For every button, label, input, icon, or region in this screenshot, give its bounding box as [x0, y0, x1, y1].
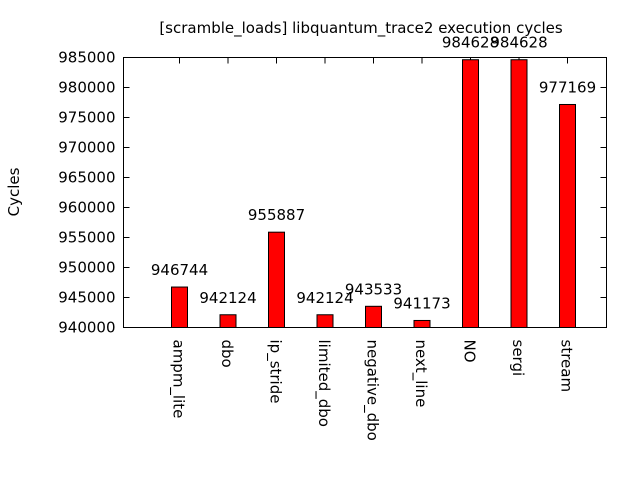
y-tick-label: 985000: [58, 49, 115, 67]
x-category-label: sergi: [509, 340, 527, 377]
x-category-label: dbo: [218, 340, 236, 368]
x-category-label: ampm_lite: [169, 340, 188, 419]
bar-ip_stride: [268, 231, 285, 328]
bar-value-label: 942124: [199, 289, 256, 307]
y-tick-label: 970000: [58, 139, 115, 157]
bar-value-label: 984628: [490, 34, 547, 52]
x-category-label: ip_stride: [266, 340, 285, 404]
bar-negative_dbo: [365, 305, 382, 329]
bar-value-label: 941173: [393, 294, 450, 312]
y-tick-label: 960000: [58, 199, 115, 217]
bar-sergi: [510, 59, 528, 329]
chart-title: [scramble_loads] libquantum_trace2 execu…: [159, 19, 563, 38]
plot-area-frame: [123, 57, 607, 328]
bar-value-label: 984628: [442, 34, 499, 52]
bar-limited_dbo: [316, 314, 334, 329]
y-tick-label: 980000: [58, 79, 115, 97]
bar-NO: [462, 59, 479, 329]
x-category-label: stream: [558, 340, 576, 393]
bar-value-label: 946744: [151, 261, 208, 279]
y-tick-label: 975000: [58, 109, 115, 127]
y-tick-label: 940000: [58, 319, 115, 337]
bar-stream: [559, 103, 576, 329]
bar-value-label: 955887: [248, 206, 305, 224]
bar-value-label: 942124: [296, 289, 353, 307]
bar-ampm_lite: [171, 286, 188, 329]
x-category-label: NO: [461, 340, 479, 363]
y-tick-label: 945000: [58, 289, 115, 307]
y-axis-label: Cycles: [5, 167, 23, 216]
bar-value-label: 977169: [539, 78, 596, 96]
y-tick-label: 950000: [58, 259, 115, 277]
bar-value-label: 943533: [345, 280, 402, 298]
x-category-label: next_line: [411, 340, 430, 408]
bar-dbo: [219, 314, 237, 329]
y-tick-label: 965000: [58, 169, 115, 187]
bar-next_line: [413, 319, 431, 329]
x-category-label: negative_dbo: [363, 340, 382, 441]
y-tick-label: 955000: [58, 229, 115, 247]
x-category-label: limited_dbo: [314, 340, 333, 427]
